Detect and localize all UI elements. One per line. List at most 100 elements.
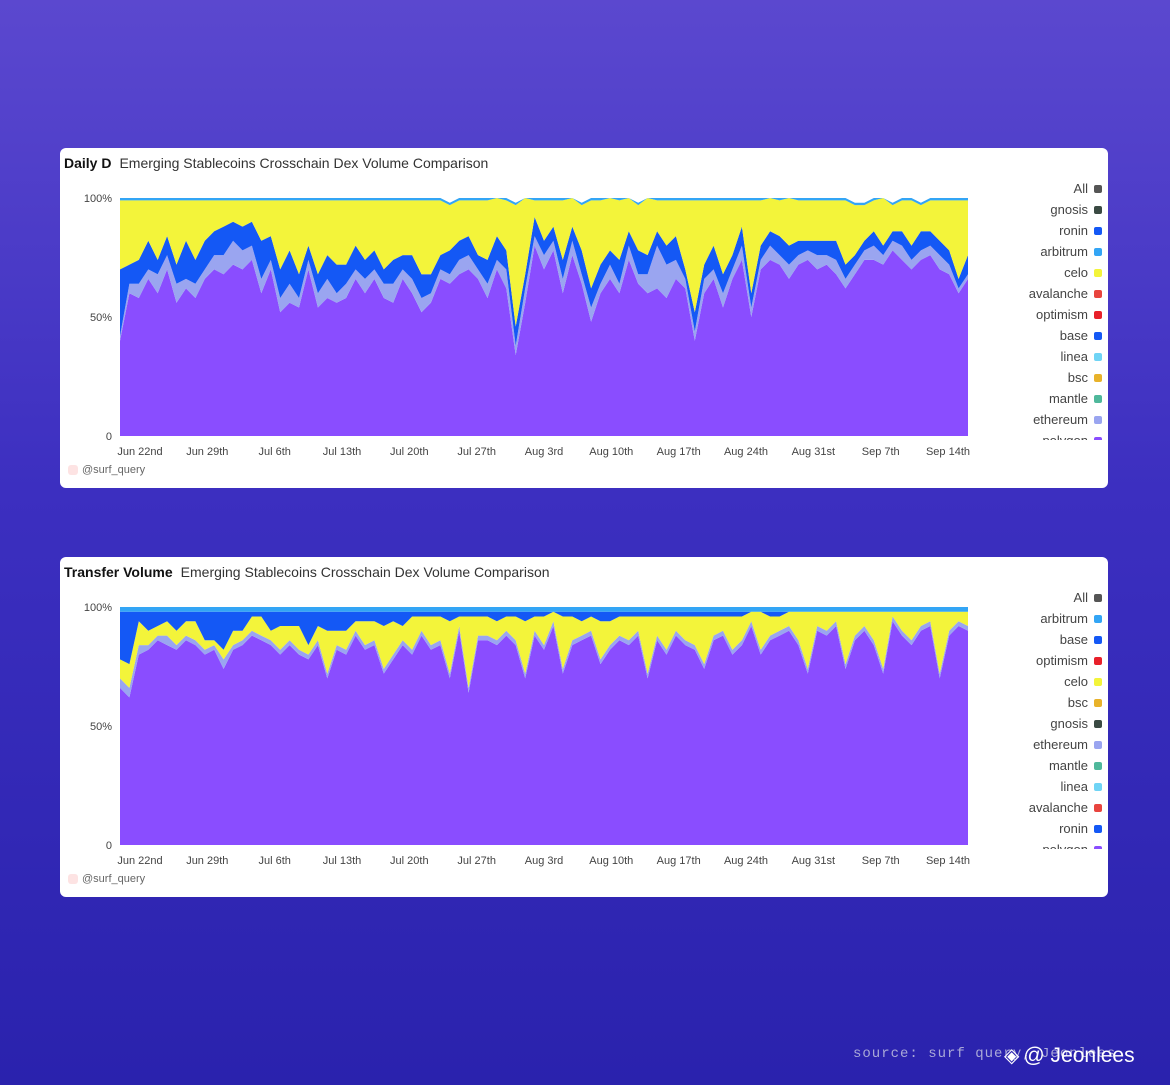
legend-item-avalanche[interactable]: avalanche	[982, 283, 1102, 304]
legend-swatch	[1094, 331, 1102, 340]
x-tick-label: Jul 13th	[323, 446, 362, 458]
legend-item-all[interactable]: All	[982, 178, 1102, 199]
legend-swatch	[1094, 184, 1102, 193]
legend-item-ronin[interactable]: ronin	[982, 220, 1102, 241]
legend-label: optimism	[1035, 653, 1088, 668]
surf-icon	[68, 465, 78, 475]
source-note: source: surf query, Jeonlees	[853, 1046, 1117, 1062]
footer-handle[interactable]: @surf_query	[82, 873, 146, 885]
legend-item-mantle[interactable]: mantle	[982, 388, 1102, 409]
legend-label: ethereum	[1033, 412, 1088, 427]
y-tick-label: 0	[106, 431, 112, 443]
area-series-ethereum[interactable]	[120, 616, 968, 698]
legend-item-celo[interactable]: celo	[982, 671, 1102, 692]
legend-swatch	[1094, 677, 1102, 686]
y-tick-label: 0	[106, 840, 112, 852]
legend-swatch	[1094, 593, 1102, 602]
area-series-arbitrum[interactable]	[120, 607, 968, 612]
area-series-ethereum[interactable]	[120, 236, 968, 356]
legend-item-polygon[interactable]: polygon	[982, 839, 1102, 849]
legend-item-mantle[interactable]: mantle	[982, 755, 1102, 776]
x-tick-label: Aug 10th	[589, 446, 633, 458]
area-series-ronin[interactable]	[120, 217, 968, 346]
area-series-celo[interactable]	[120, 198, 968, 327]
legend-item-base[interactable]: base	[982, 629, 1102, 650]
x-tick-label: Aug 24th	[724, 855, 768, 867]
area-series-base[interactable]	[120, 611, 968, 665]
legend-label: linea	[1060, 349, 1088, 364]
x-tick-label: Aug 17th	[657, 446, 701, 458]
y-tick-label: 100%	[84, 193, 112, 205]
y-tick-label: 50%	[90, 312, 112, 324]
legend-label: gnosis	[1050, 202, 1088, 217]
x-tick-label: Aug 24th	[724, 446, 768, 458]
y-tick-label: 50%	[90, 721, 112, 733]
x-tick-label: Aug 17th	[657, 855, 701, 867]
legend-item-arbitrum[interactable]: arbitrum	[982, 608, 1102, 629]
chart-subtitle: Emerging Stablecoins Crosschain Dex Volu…	[180, 564, 550, 580]
legend-swatch	[1094, 289, 1102, 298]
area-series-celo[interactable]	[120, 611, 968, 688]
legend-item-base[interactable]: base	[982, 325, 1102, 346]
legend-label: base	[1059, 632, 1088, 647]
x-tick-label: Jul 6th	[258, 855, 290, 867]
chart-legend: All arbitrum base optimism celo bsc gnosis ethe…	[982, 587, 1102, 849]
legend-item-celo[interactable]: celo	[982, 262, 1102, 283]
legend-item-avalanche[interactable]: avalanche	[982, 797, 1102, 818]
legend-swatch	[1094, 824, 1102, 833]
legend-label: All	[1073, 590, 1088, 605]
legend-label: gnosis	[1050, 716, 1088, 731]
x-tick-label: Sep 7th	[862, 855, 900, 867]
watermark: ◈ @ Jeonlees	[1004, 1043, 1135, 1068]
x-tick-label: Aug 31st	[792, 855, 835, 867]
legend-item-bsc[interactable]: bsc	[982, 692, 1102, 713]
legend-label: polygon	[1042, 842, 1088, 849]
x-tick-label: Sep 14th	[926, 446, 970, 458]
legend-item-ronin[interactable]: ronin	[982, 818, 1102, 839]
legend-label: arbitrum	[1040, 244, 1088, 259]
chart-subtitle: Emerging Stablecoins Crosschain Dex Volu…	[119, 155, 489, 171]
legend-label: arbitrum	[1040, 611, 1088, 626]
legend-swatch	[1094, 761, 1102, 770]
legend-item-all[interactable]: All	[982, 587, 1102, 608]
legend-item-gnosis[interactable]: gnosis	[982, 199, 1102, 220]
legend-swatch	[1094, 310, 1102, 319]
legend-label: avalanche	[1028, 800, 1088, 815]
x-tick-label: Jul 13th	[323, 855, 362, 867]
chart-tab-label[interactable]: Daily D	[64, 155, 112, 171]
legend-item-arbitrum[interactable]: arbitrum	[982, 241, 1102, 262]
legend-item-bsc[interactable]: bsc	[982, 367, 1102, 388]
legend-swatch	[1094, 226, 1102, 235]
area-series-polygon[interactable]	[120, 245, 968, 436]
transfer-area-chart: 100% 50% 0 Jun 22nd Jun 29th Jul 6th Jul 13th J…	[84, 602, 970, 867]
legend-item-linea[interactable]: linea	[982, 346, 1102, 367]
legend-label: polygon	[1042, 433, 1088, 440]
legend-item-linea[interactable]: linea	[982, 776, 1102, 797]
legend-item-gnosis[interactable]: gnosis	[982, 713, 1102, 734]
legend-item-optimism[interactable]: optimism	[982, 304, 1102, 325]
x-tick-label: Aug 3rd	[525, 855, 564, 867]
binance-diamond-icon: ◈	[1004, 1045, 1020, 1067]
legend-swatch	[1094, 656, 1102, 665]
x-tick-label: Jul 20th	[390, 446, 429, 458]
legend-item-ethereum[interactable]: ethereum	[982, 409, 1102, 430]
x-tick-label: Sep 7th	[862, 446, 900, 458]
area-series-polygon[interactable]	[120, 621, 968, 845]
legend-item-optimism[interactable]: optimism	[982, 650, 1102, 671]
legend-swatch	[1094, 247, 1102, 256]
x-tick-label: Aug 31st	[792, 446, 835, 458]
area-series-arbitrum[interactable]	[120, 198, 968, 206]
legend-swatch	[1094, 205, 1102, 214]
legend-label: mantle	[1048, 758, 1088, 773]
chart-tab-label[interactable]: Transfer Volume	[64, 564, 173, 580]
legend-item-ethereum[interactable]: ethereum	[982, 734, 1102, 755]
x-tick-label: Jun 22nd	[117, 446, 162, 458]
footer-handle[interactable]: @surf_query	[82, 464, 146, 476]
legend-label: celo	[1064, 265, 1088, 280]
legend-item-polygon[interactable]: polygon	[982, 430, 1102, 440]
legend-label: mantle	[1048, 391, 1088, 406]
legend-swatch	[1094, 352, 1102, 361]
x-tick-label: Jul 6th	[258, 446, 290, 458]
x-tick-label: Aug 10th	[589, 855, 633, 867]
x-tick-label: Sep 14th	[926, 855, 970, 867]
